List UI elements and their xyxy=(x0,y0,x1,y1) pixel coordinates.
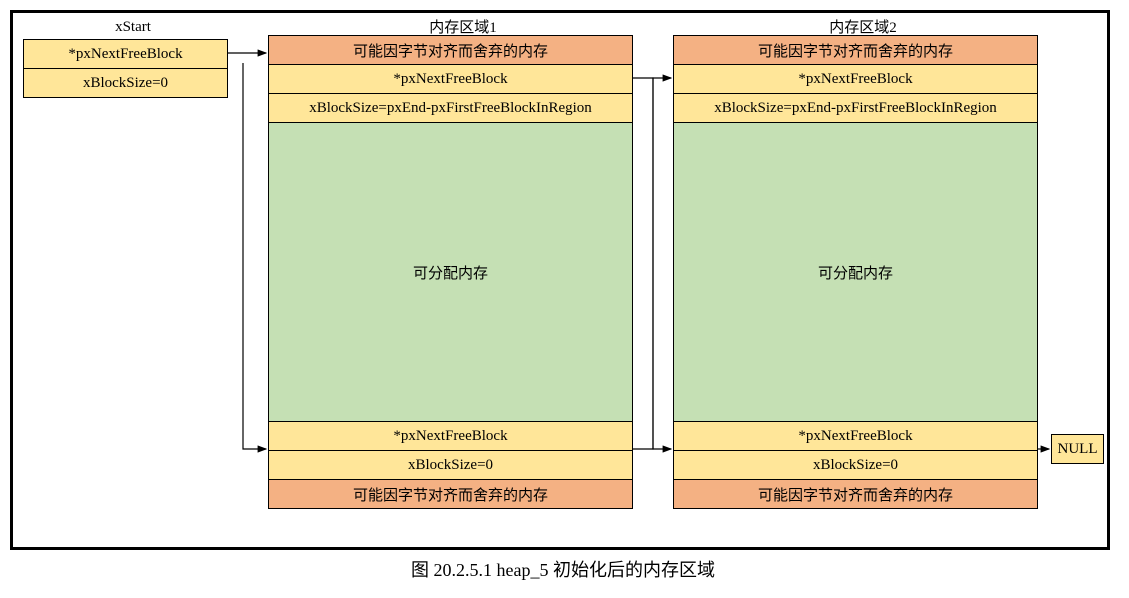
region2-row-5: xBlockSize=0 xyxy=(673,450,1038,480)
region2-title: 内存区域2 xyxy=(803,16,923,37)
region1-title: 内存区域1 xyxy=(403,16,523,37)
figure-caption: 图 20.2.5.1 heap_5 初始化后的内存区域 xyxy=(10,550,1116,582)
xstart-row-1: xBlockSize=0 xyxy=(23,68,228,98)
region1-row-4: *pxNextFreeBlock xyxy=(268,421,633,451)
region2-row-0: 可能因字节对齐而舍弃的内存 xyxy=(673,35,1038,65)
arrow-1 xyxy=(243,63,266,449)
diagram-frame: xStart*pxNextFreeBlockxBlockSize=0内存区域1可… xyxy=(10,10,1110,550)
arrow-2 xyxy=(633,78,671,449)
xstart-row-0: *pxNextFreeBlock xyxy=(23,39,228,69)
region2-row-1: *pxNextFreeBlock xyxy=(673,64,1038,94)
region1-row-0: 可能因字节对齐而舍弃的内存 xyxy=(268,35,633,65)
region2-row-2: xBlockSize=pxEnd-pxFirstFreeBlockInRegio… xyxy=(673,93,1038,123)
region1-row-3: 可分配内存 xyxy=(268,122,633,422)
region1-row-1: *pxNextFreeBlock xyxy=(268,64,633,94)
region1-row-2: xBlockSize=pxEnd-pxFirstFreeBlockInRegio… xyxy=(268,93,633,123)
region1-row-5: xBlockSize=0 xyxy=(268,450,633,480)
region2-row-4: *pxNextFreeBlock xyxy=(673,421,1038,451)
null-box: NULL xyxy=(1051,434,1104,464)
region1-row-6: 可能因字节对齐而舍弃的内存 xyxy=(268,479,633,509)
arrow-3 xyxy=(633,78,671,449)
xstart-label: xStart xyxy=(83,19,183,36)
region2-row-6: 可能因字节对齐而舍弃的内存 xyxy=(673,479,1038,509)
region2-row-3: 可分配内存 xyxy=(673,122,1038,422)
